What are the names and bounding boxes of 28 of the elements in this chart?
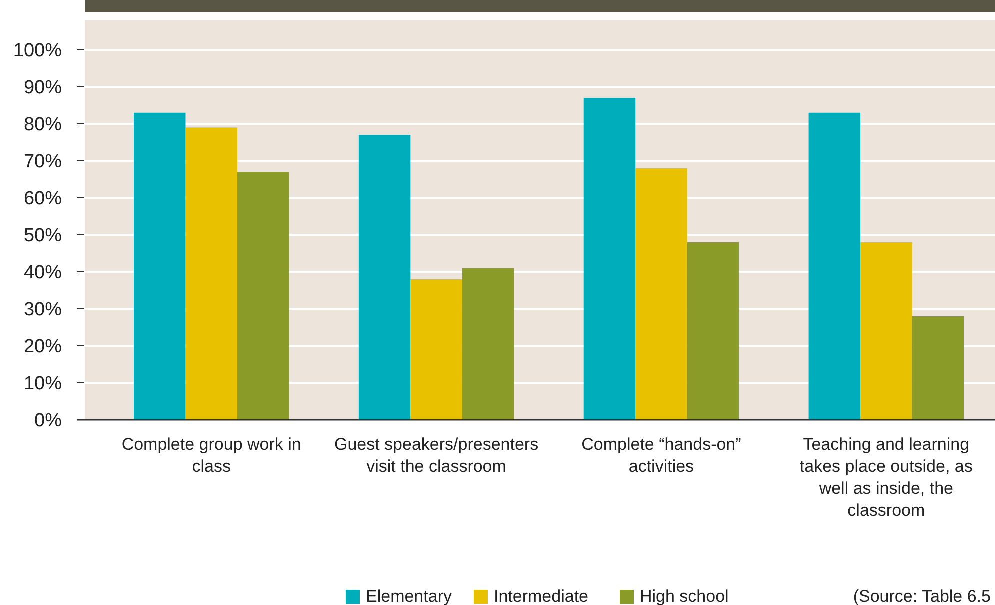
bar: [462, 268, 514, 420]
bar: [808, 112, 861, 420]
y-tick-label: 70%: [24, 152, 62, 173]
x-tick-label: Complete group work in class: [122, 435, 302, 476]
y-tick-label: 0%: [34, 410, 62, 432]
y-tick-label: 50%: [24, 226, 62, 247]
y-tick-label: 100%: [13, 40, 62, 62]
bar: [636, 168, 688, 420]
bar: [237, 172, 290, 420]
y-tick-label: 20%: [24, 336, 62, 358]
bar: [912, 316, 964, 420]
bar: [687, 242, 740, 420]
bar: [584, 98, 636, 420]
bar: [134, 112, 186, 420]
y-tick-label: 90%: [24, 78, 62, 99]
bar: [860, 242, 912, 420]
y-tick-label: 40%: [24, 262, 62, 284]
x-tick-label: Complete “hands-on” activities: [582, 435, 742, 476]
y-tick-label: 30%: [24, 300, 62, 321]
x-tick-label: Guest speakers/presenters visit the classroom: [334, 435, 539, 476]
y-tick-label: 80%: [24, 114, 62, 136]
y-tick-label: 60%: [24, 188, 62, 210]
bar: [410, 279, 462, 420]
legend-label: Intermediate: [494, 587, 588, 605]
y-tick-label: 10%: [24, 374, 62, 395]
bar: [358, 135, 411, 420]
x-tick-label: Teaching and learning takes place outside, as well as inside, the classroom: [800, 435, 973, 520]
bar: [186, 128, 238, 420]
